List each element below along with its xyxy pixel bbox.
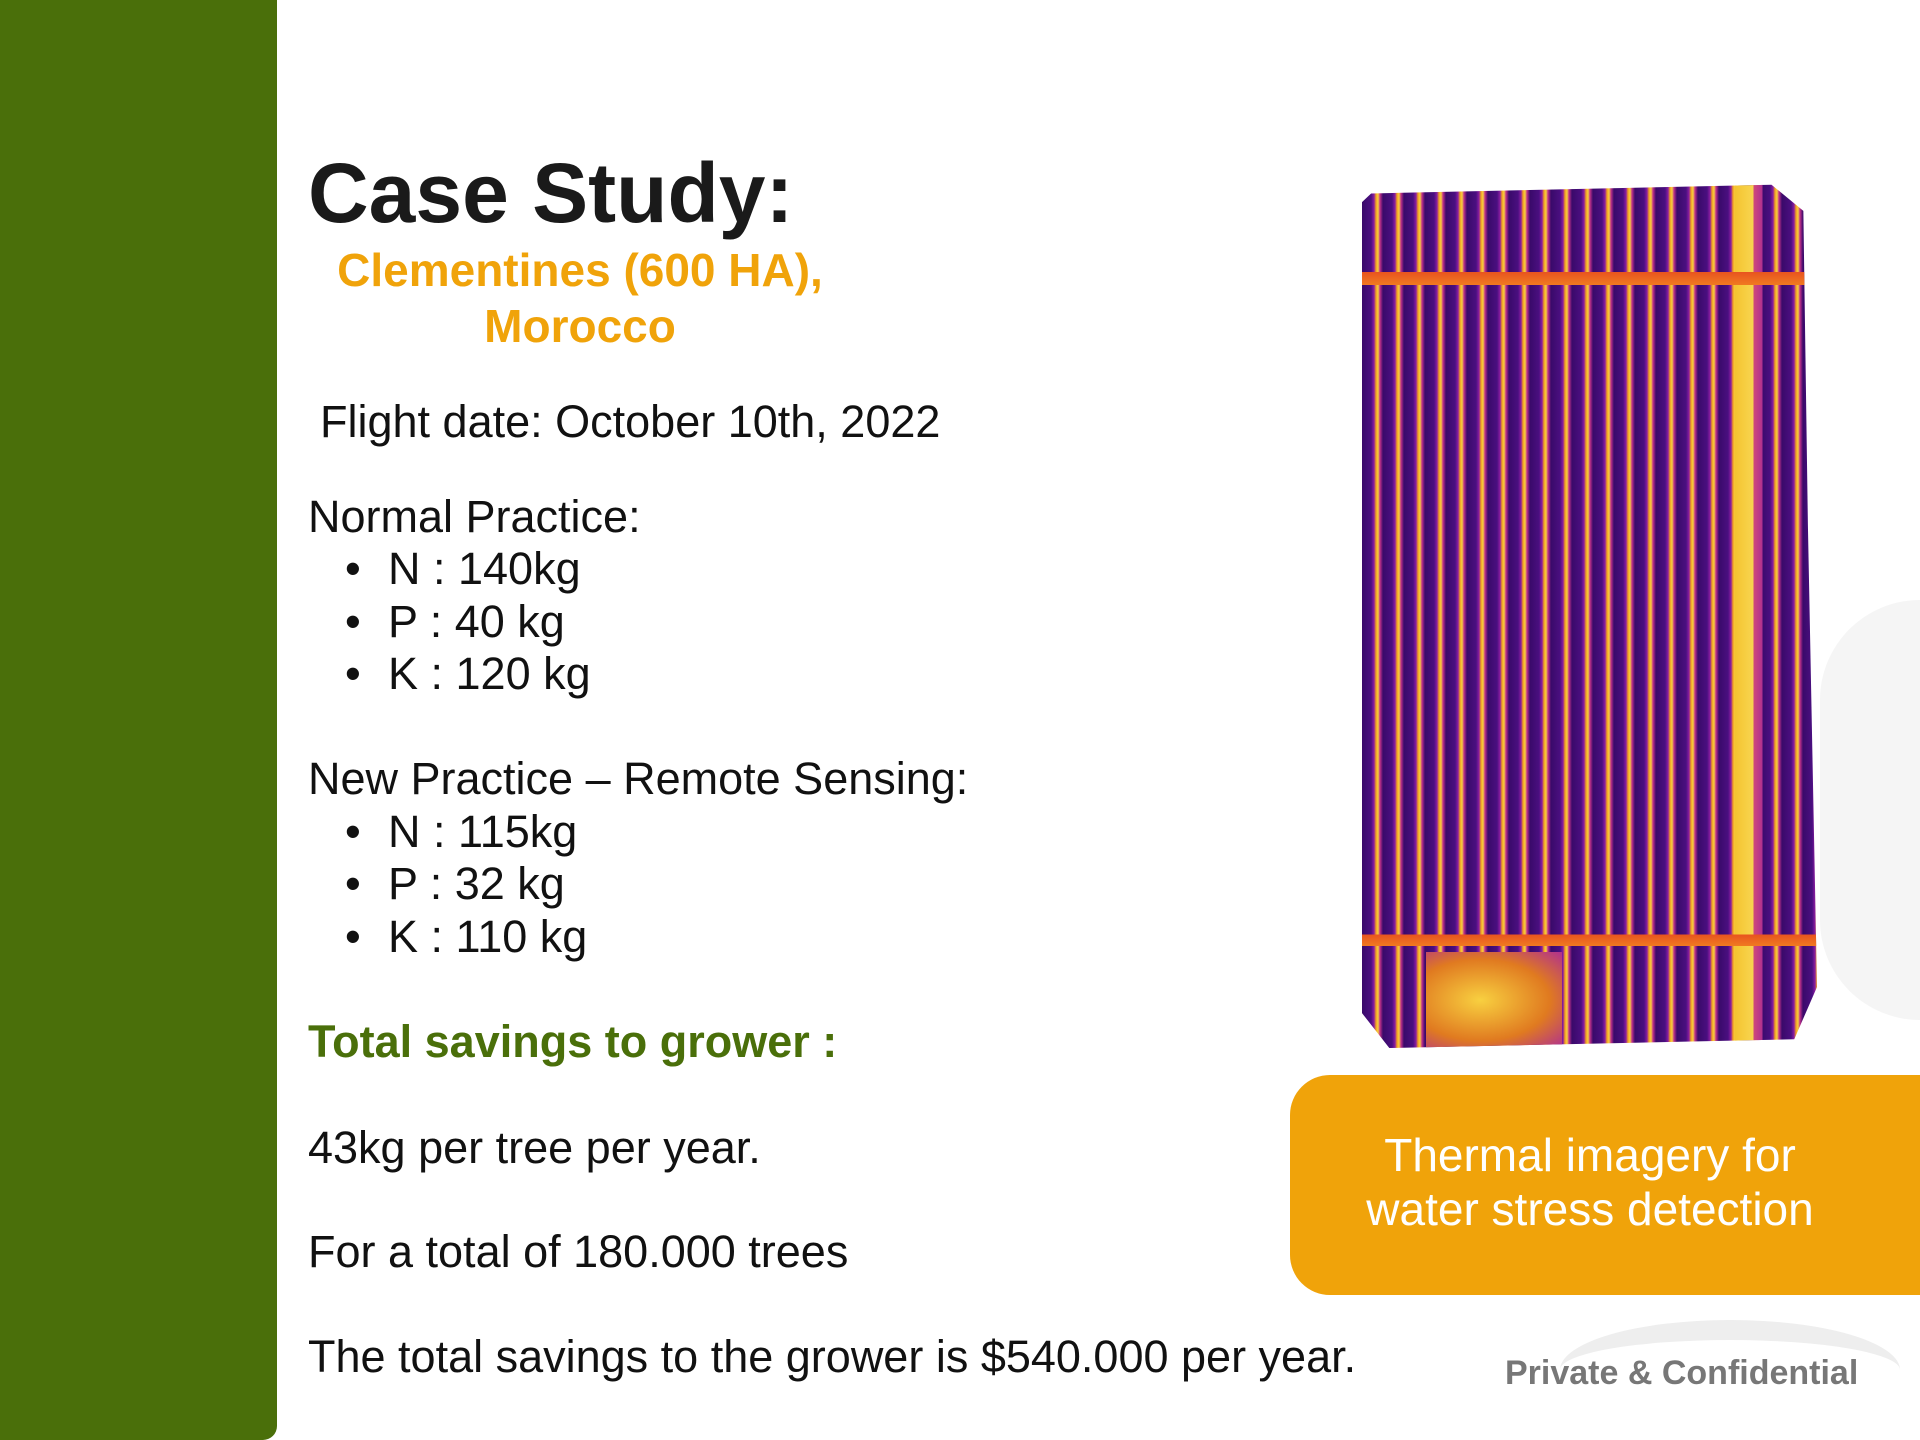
subtitle: Clementines (600 HA), Morocco — [300, 242, 860, 354]
callout-box — [1290, 1075, 1920, 1295]
savings-trees: For a total of 180.000 trees — [308, 1226, 849, 1277]
list-item: P : 32 kg — [345, 858, 565, 910]
callout-line: water stress detection — [1366, 1183, 1814, 1235]
page-title: Case Study: — [308, 146, 794, 240]
list-item: N : 140kg — [345, 543, 581, 595]
thermal-hot-field — [1425, 952, 1563, 1048]
list-item: P : 40 kg — [345, 596, 565, 648]
subtitle-line: Clementines (600 HA), — [337, 244, 823, 296]
savings-heading: Total savings to grower : — [308, 1016, 838, 1067]
list-item: K : 110 kg — [345, 911, 587, 963]
savings-total: The total savings to the grower is $540.… — [308, 1331, 1357, 1382]
savings-per-tree: 43kg per tree per year. — [308, 1122, 761, 1173]
normal-practice-heading: Normal Practice: — [308, 491, 641, 542]
confidential-footer: Private & Confidential — [1505, 1354, 1859, 1392]
callout-text: Thermal imagery for water stress detecti… — [1290, 1128, 1890, 1236]
callout-line: Thermal imagery for — [1384, 1129, 1796, 1181]
list-item: N : 115kg — [345, 806, 577, 858]
new-practice-heading: New Practice – Remote Sensing: — [308, 753, 969, 804]
list-item: K : 120 kg — [345, 648, 591, 700]
subtitle-line: Morocco — [484, 300, 676, 352]
watermark-leaf — [1820, 600, 1920, 1020]
thermal-image — [1362, 184, 1817, 1048]
flight-date: Flight date: October 10th, 2022 — [320, 396, 941, 447]
sidebar-accent-bar — [0, 0, 277, 1440]
